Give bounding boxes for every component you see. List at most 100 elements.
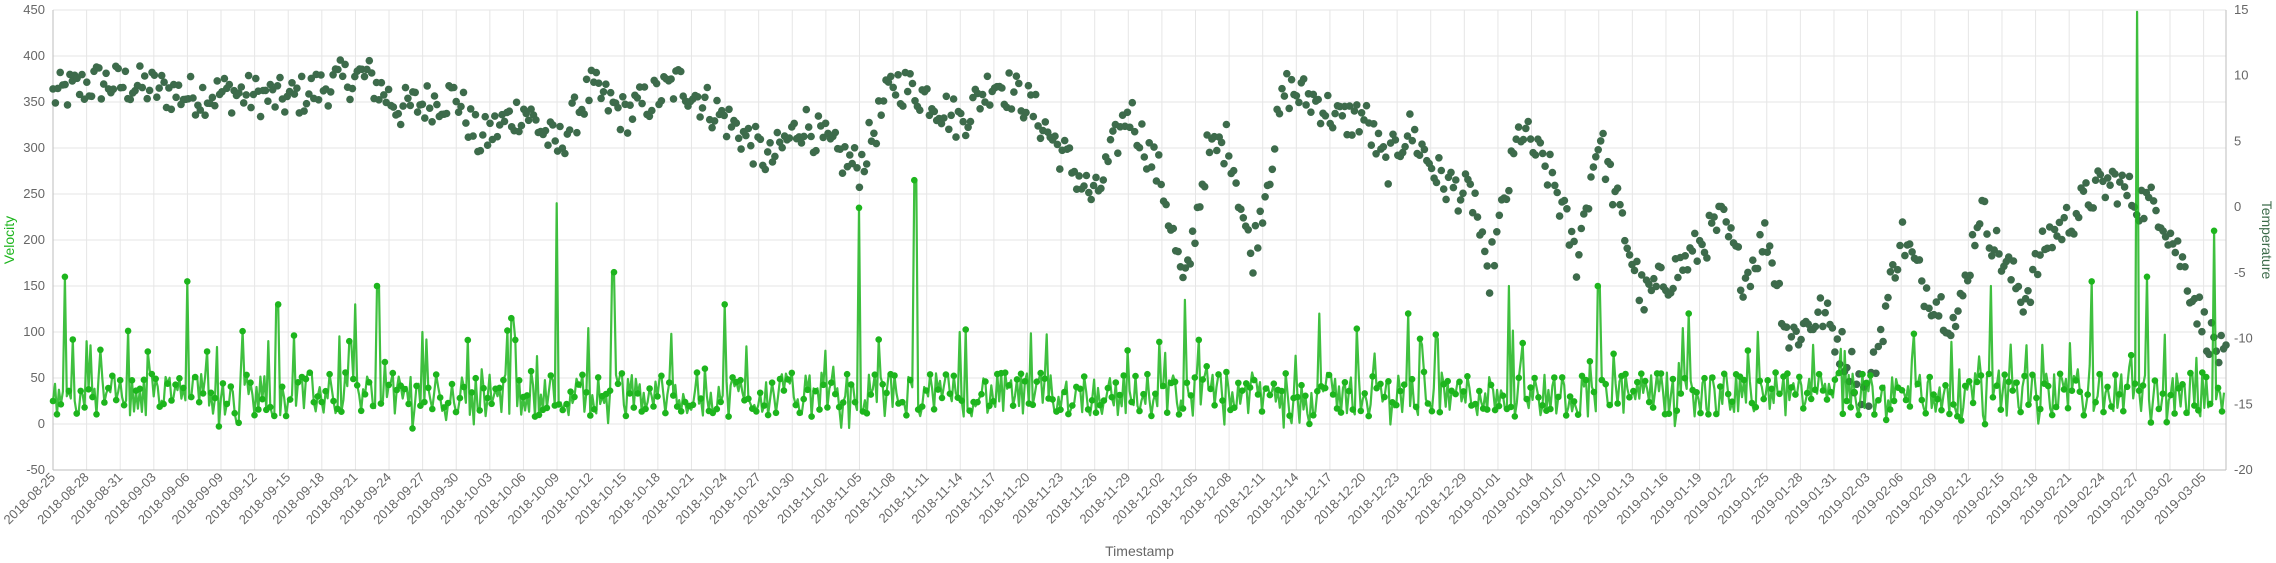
velocity-point xyxy=(116,376,124,384)
velocity-point xyxy=(693,369,701,376)
temperature-point xyxy=(628,115,637,123)
velocity-point xyxy=(1499,392,1507,400)
velocity-point xyxy=(942,371,950,378)
temperature-point xyxy=(348,84,357,93)
velocity-point xyxy=(1076,385,1084,393)
temperature-point xyxy=(2007,276,2015,284)
velocity-point xyxy=(1495,402,1503,410)
velocity-point xyxy=(1906,403,1914,410)
temperature-point xyxy=(1369,120,1378,128)
velocity-point xyxy=(2191,402,2198,409)
velocity-point xyxy=(73,410,80,417)
temperature-point xyxy=(2029,265,2037,274)
velocity-point xyxy=(338,408,345,416)
velocity-point xyxy=(2029,371,2036,379)
velocity-point xyxy=(140,376,148,384)
temperature-point xyxy=(640,83,649,91)
velocity-point xyxy=(1527,384,1534,391)
velocity-point xyxy=(1776,390,1783,398)
temperature-point xyxy=(469,132,477,140)
temperature-point xyxy=(1560,196,1569,205)
velocity-point xyxy=(440,404,448,411)
temperature-point xyxy=(1707,219,1716,227)
velocity-point xyxy=(1954,413,1961,420)
temperature-point xyxy=(1589,163,1598,171)
velocity-point xyxy=(1863,379,1870,387)
velocity-point xyxy=(1724,390,1732,398)
velocity-point xyxy=(239,327,246,335)
velocity-point xyxy=(1148,412,1155,420)
velocity-point xyxy=(413,382,420,390)
velocity-point xyxy=(1985,370,1993,378)
temperature-point xyxy=(99,80,108,88)
velocity-point xyxy=(2183,409,2190,417)
temperature-point xyxy=(1382,153,1390,161)
velocity-point xyxy=(1594,282,1602,290)
velocity-point xyxy=(128,377,136,384)
velocity-point xyxy=(1626,394,1633,401)
velocity-point xyxy=(1914,380,1922,388)
velocity-point xyxy=(1365,412,1372,420)
temperature-point xyxy=(1683,266,1692,274)
temperature-point xyxy=(413,108,422,116)
velocity-point xyxy=(2171,410,2178,417)
velocity-point xyxy=(851,398,859,406)
velocity-point xyxy=(666,379,673,386)
velocity-point xyxy=(1254,391,1262,398)
velocity-point xyxy=(1069,402,1076,409)
velocity-point xyxy=(448,380,456,388)
temperature-point xyxy=(2147,183,2155,192)
velocity-point xyxy=(2044,382,2052,390)
velocity-point xyxy=(105,384,112,392)
velocity-point xyxy=(1029,401,1037,409)
velocity-point xyxy=(1049,396,1056,403)
temperature-point xyxy=(1258,219,1267,227)
temperature-point xyxy=(1065,144,1074,152)
velocity-point xyxy=(504,327,511,334)
velocity-point xyxy=(1756,377,1764,385)
velocity-point xyxy=(1400,381,1408,389)
temperature-point xyxy=(1951,322,1960,331)
temperature-point xyxy=(645,112,654,121)
temperature-point xyxy=(406,101,415,110)
velocity-point xyxy=(89,393,96,401)
temperature-point xyxy=(418,100,427,109)
velocity-point xyxy=(1547,405,1554,413)
velocity-point xyxy=(1100,397,1108,404)
temperature-point xyxy=(1408,136,1417,145)
velocity-point xyxy=(1519,339,1526,347)
velocity-point xyxy=(251,411,258,419)
velocity-point xyxy=(911,176,918,184)
temperature-point xyxy=(860,167,869,176)
velocity-point xyxy=(2167,391,2174,399)
velocity-point xyxy=(101,399,108,406)
velocity-point xyxy=(369,402,377,410)
velocity-point xyxy=(737,376,744,384)
temperature-point xyxy=(1150,143,1158,151)
velocity-point xyxy=(1784,370,1791,377)
velocity-point xyxy=(207,389,215,397)
velocity-point xyxy=(1570,398,1578,405)
velocity-point xyxy=(353,382,361,389)
temperature-point xyxy=(466,105,475,113)
temperature-point xyxy=(879,97,888,105)
velocity-point xyxy=(1258,408,1266,415)
temperature-point xyxy=(1357,109,1366,117)
y2-tick-label: 0 xyxy=(2234,199,2241,214)
temperature-point xyxy=(1756,230,1764,239)
velocity-point xyxy=(1740,376,1748,384)
velocity-point xyxy=(1084,406,1092,413)
temperature-point xyxy=(1403,132,1412,140)
velocity-point xyxy=(1144,370,1151,378)
velocity-point xyxy=(385,381,393,389)
temperature-point xyxy=(1147,163,1156,171)
temperature-point xyxy=(1821,308,1829,317)
temperature-point xyxy=(2113,200,2122,208)
temperature-point xyxy=(1353,101,1361,109)
temperature-point xyxy=(2118,171,2126,180)
velocity-point xyxy=(1969,399,1977,407)
velocity-point xyxy=(2092,398,2099,406)
velocity-point xyxy=(2116,391,2123,398)
velocity-point xyxy=(1187,392,1195,399)
velocity-point xyxy=(867,391,875,398)
